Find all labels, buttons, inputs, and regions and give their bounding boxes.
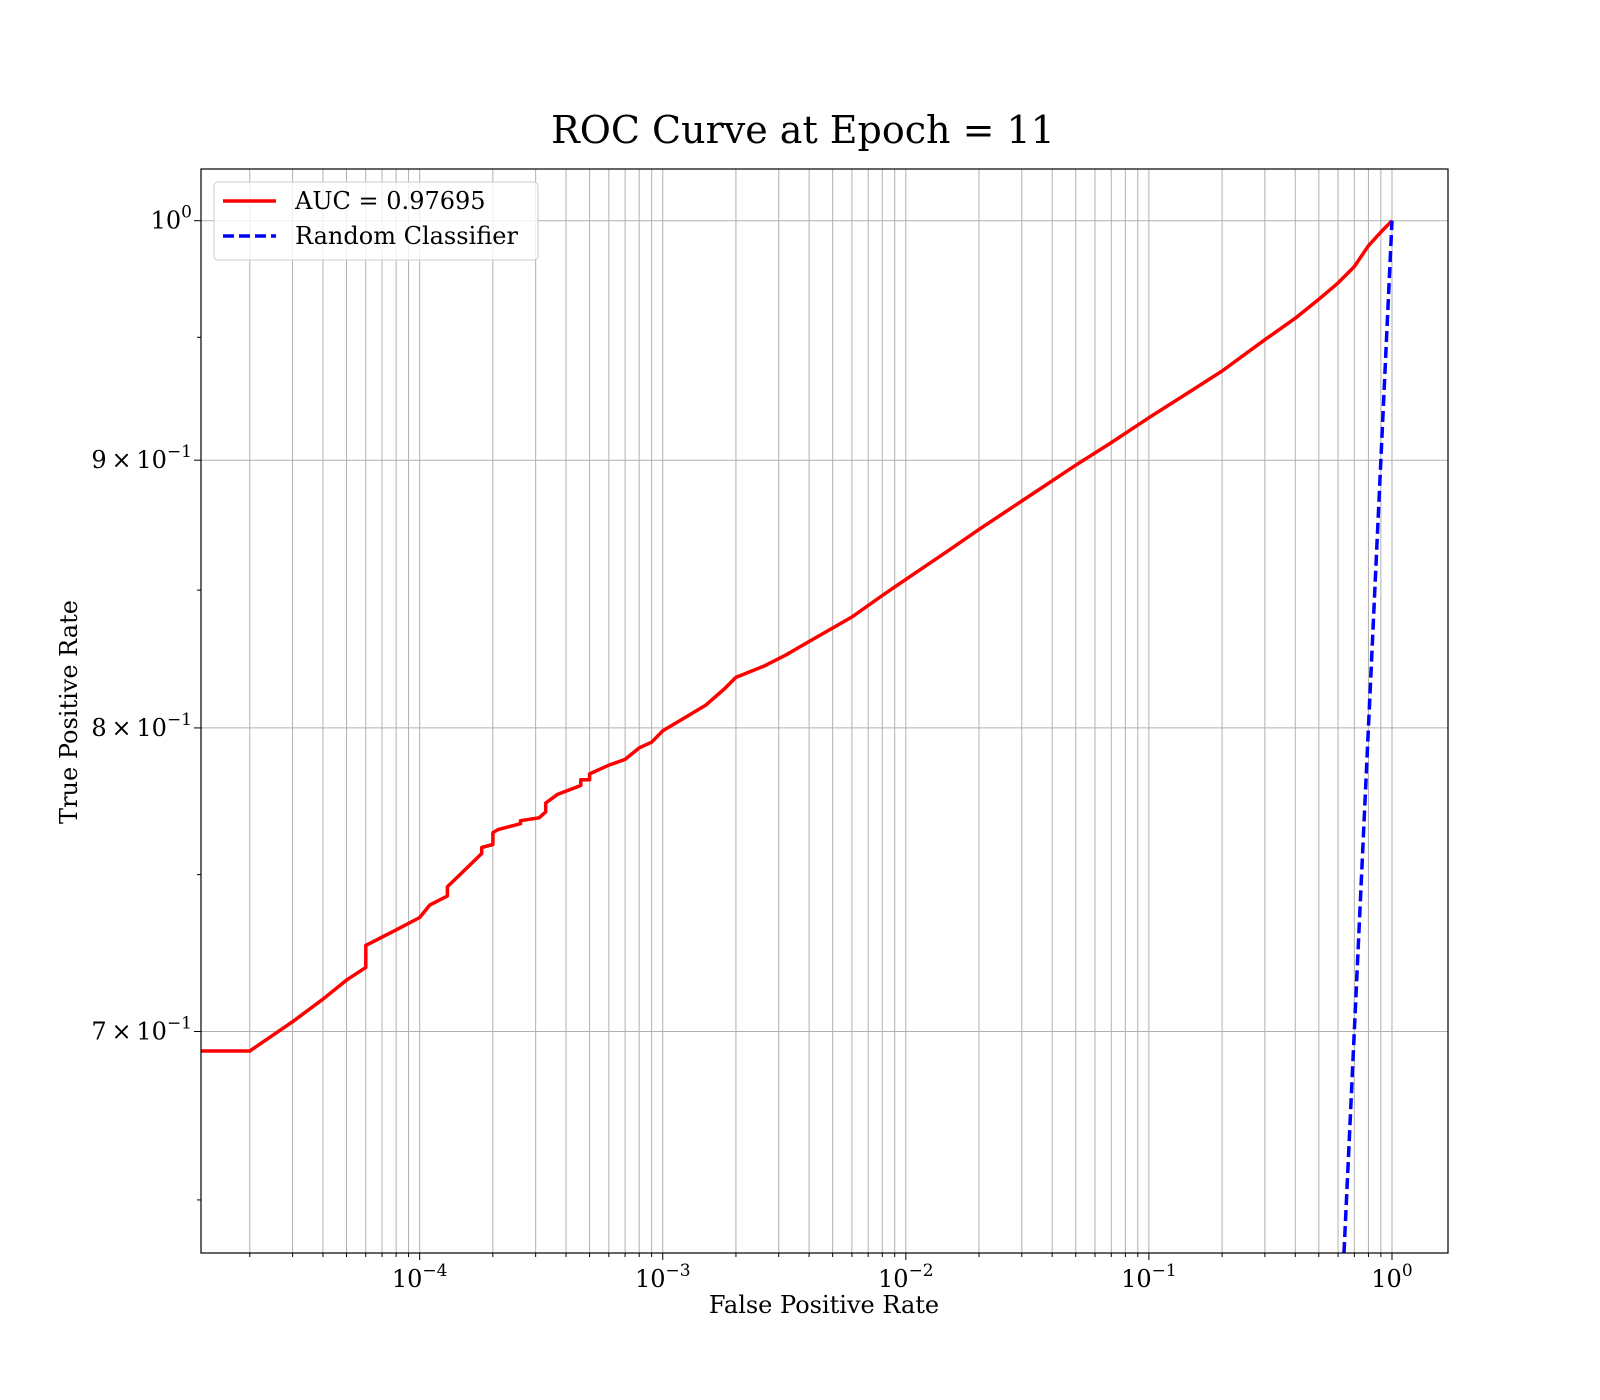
x-tick-label: 100: [1371, 1261, 1412, 1293]
x-tick-label: 10−1: [1121, 1261, 1177, 1293]
axis-ticks: 10−4 10−3 10−2 10−1 100 100 9 × 10−1 8 × 10−1 7 …: [91, 203, 1412, 1293]
x-tick-label: 10−4: [392, 1261, 448, 1293]
x-tick-label: 10−3: [635, 1261, 691, 1293]
grid: [201, 169, 1448, 1253]
legend-box: [213, 181, 539, 261]
y-tick-label: 7 × 10−1: [91, 1013, 192, 1045]
x-tick-label: 10−2: [878, 1261, 934, 1293]
x-axis-label: False Positive Rate: [709, 1291, 939, 1319]
chart-title: ROC Curve at Epoch = 11: [551, 108, 1055, 152]
y-tick-label: 9 × 10−1: [91, 442, 192, 474]
legend: AUC = 0.97695 Random Classifier: [213, 181, 539, 261]
y-axis-label: True Positive Rate: [55, 600, 83, 824]
y-tick-label: 100: [151, 203, 192, 235]
plot-lines: [201, 219, 1394, 1253]
legend-label-random: Random Classifier: [295, 222, 518, 250]
legend-label-auc: AUC = 0.97695: [294, 187, 486, 215]
random-classifier-line: [1342, 220, 1394, 1253]
roc-curve-line: [201, 219, 1394, 1053]
y-tick-label: 8 × 10−1: [91, 710, 192, 742]
plot-frame: [200, 168, 1449, 1254]
